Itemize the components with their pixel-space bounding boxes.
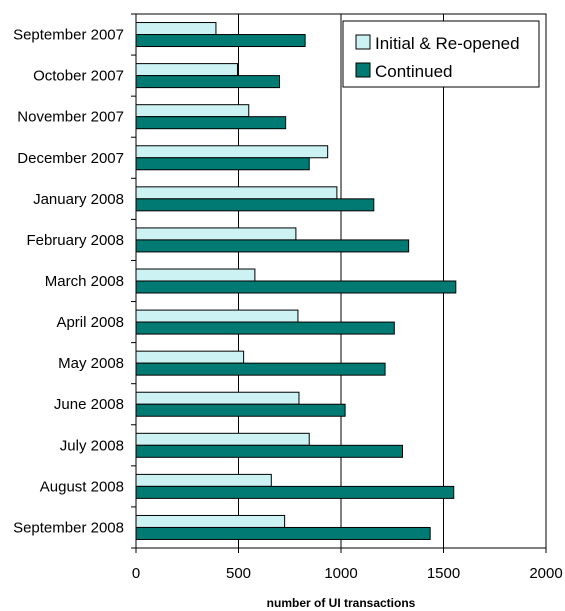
bar-continued	[135, 75, 280, 89]
bar-continued	[135, 116, 287, 130]
bar-continued	[135, 198, 375, 212]
bar-continued	[135, 444, 403, 458]
bar-initial	[135, 268, 256, 282]
legend-label-initial: Initial & Re-opened	[375, 34, 520, 53]
legend-swatch-initial	[355, 34, 371, 50]
x-tick-label: 2000	[529, 565, 562, 582]
bar-continued	[135, 280, 457, 294]
x-tick-label: 1500	[427, 565, 460, 582]
bar-continued	[135, 485, 455, 499]
bar-continued	[135, 321, 395, 335]
legend-swatch-continued	[355, 62, 371, 78]
y-category-label: November 2007	[17, 109, 124, 126]
bar-continued	[135, 157, 310, 171]
y-category-label: January 2008	[33, 191, 124, 208]
y-category-label: February 2008	[26, 232, 124, 249]
bar-initial	[135, 186, 338, 200]
bar-continued	[135, 34, 306, 48]
y-category-label: March 2008	[45, 273, 124, 290]
bar-initial	[135, 432, 310, 446]
bar-initial	[135, 309, 299, 323]
bar-continued	[135, 362, 386, 376]
bar-continued	[135, 526, 431, 540]
bar-initial	[135, 145, 329, 159]
legend-label-continued: Continued	[375, 62, 453, 81]
y-category-label: July 2008	[60, 437, 124, 454]
bar-initial	[135, 104, 250, 118]
x-tick-label: 500	[226, 565, 251, 582]
axes	[131, 13, 547, 553]
bar-initial	[135, 514, 286, 528]
y-category-label: June 2008	[54, 396, 124, 413]
bar-initial	[135, 227, 297, 241]
y-category-label: August 2008	[40, 478, 124, 495]
y-category-label: September 2007	[13, 27, 124, 44]
bar-initial	[135, 22, 217, 36]
labels: 0 500 1000 1500 2000 September 2007 October 20…	[13, 27, 563, 582]
bar-initial	[135, 350, 245, 364]
y-category-label: October 2007	[33, 68, 124, 85]
y-category-label: December 2007	[17, 150, 124, 167]
x-axis-title: number of UI transactions	[267, 596, 416, 610]
bars	[135, 22, 457, 540]
legend-box	[342, 20, 540, 88]
y-category-label: April 2008	[56, 314, 124, 331]
bar-initial	[135, 473, 272, 487]
x-tick-label: 0	[132, 565, 140, 582]
y-category-label: May 2008	[58, 355, 124, 372]
bar-continued	[135, 239, 410, 253]
bar-initial	[135, 63, 238, 77]
bar-initial	[135, 391, 300, 405]
y-category-label: September 2008	[13, 519, 124, 536]
bar-continued	[135, 403, 346, 417]
x-tick-label: 1000	[324, 565, 357, 582]
legend: Initial & Re-opened Continued	[342, 20, 540, 88]
plot-frame	[135, 13, 547, 549]
